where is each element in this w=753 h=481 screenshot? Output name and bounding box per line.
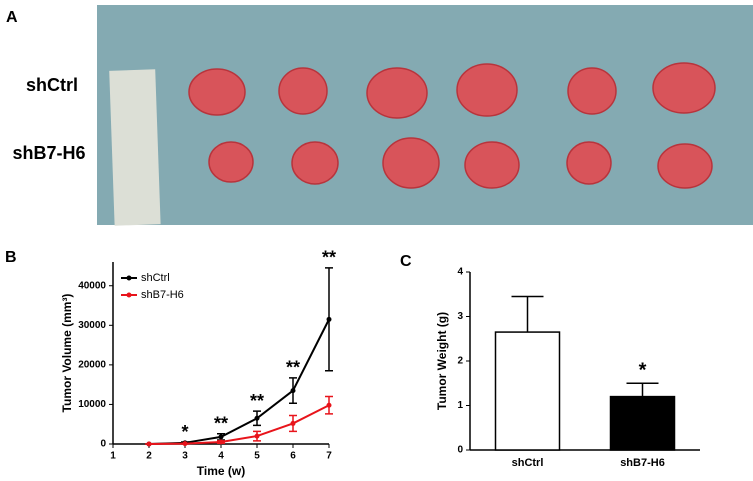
row-label: shB7-H6 xyxy=(12,143,85,163)
photo-shade xyxy=(97,5,753,225)
significance: * xyxy=(639,360,647,382)
panel-label: C xyxy=(400,253,412,270)
y-tick-label: 4 xyxy=(457,267,463,278)
photo-background xyxy=(97,5,753,225)
point xyxy=(146,441,152,447)
significance: ** xyxy=(214,413,228,433)
y-tick-label: 0 xyxy=(457,445,463,456)
y-tick-label: 30000 xyxy=(78,320,106,331)
photo: A shCtrl shB7-H6 xyxy=(6,5,753,226)
significance: ** xyxy=(286,358,300,378)
point xyxy=(290,388,296,394)
legend-marker xyxy=(126,275,132,281)
x-tick-label: 1 xyxy=(110,451,116,462)
series-line xyxy=(148,404,330,445)
point xyxy=(254,415,260,421)
point xyxy=(290,420,296,426)
point xyxy=(218,439,224,445)
tumors xyxy=(188,62,716,189)
bar xyxy=(494,331,561,451)
x-tick-label: 3 xyxy=(182,451,188,462)
y-tick-label: 2 xyxy=(457,356,463,367)
y-axis-label: Tumor Weight (g) xyxy=(435,312,449,410)
y-tick-label: 1 xyxy=(457,400,463,411)
y-tick-label: 10000 xyxy=(78,399,106,410)
x-tick-label: 7 xyxy=(326,451,332,462)
y-axis-label: Tumor Volume (mm³) xyxy=(60,294,74,413)
x-tick-label: 4 xyxy=(218,451,224,462)
bar xyxy=(609,395,676,451)
x-tick-label: 6 xyxy=(290,451,296,462)
y-tick-label: 40000 xyxy=(78,280,106,291)
y-tick-label: 3 xyxy=(457,311,463,322)
ruler xyxy=(109,69,161,226)
error-bar xyxy=(626,382,659,397)
significance: * xyxy=(181,422,188,442)
significance: ** xyxy=(322,248,336,268)
y-tick-label: 0 xyxy=(100,439,106,450)
point xyxy=(218,434,224,440)
point xyxy=(326,316,332,322)
x-tick-label: 2 xyxy=(146,451,152,462)
x-tick-label: shB7-H6 xyxy=(620,457,665,469)
series-line xyxy=(148,318,330,445)
legend-label: shCtrl xyxy=(141,272,170,284)
point xyxy=(254,433,260,439)
significance: ** xyxy=(250,391,264,411)
panel-label: B xyxy=(5,249,17,266)
x-axis-label: Time (w) xyxy=(197,464,245,478)
panel-label: A xyxy=(6,9,18,26)
y-tick-label: 20000 xyxy=(78,360,106,371)
error-bar xyxy=(511,295,544,333)
point xyxy=(326,402,332,408)
legend-marker xyxy=(126,292,132,298)
row-label: shCtrl xyxy=(26,75,78,95)
point xyxy=(182,441,188,447)
x-tick-label: 5 xyxy=(254,451,260,462)
legend-label: shB7-H6 xyxy=(141,289,184,301)
x-tick-label: shCtrl xyxy=(512,457,544,469)
